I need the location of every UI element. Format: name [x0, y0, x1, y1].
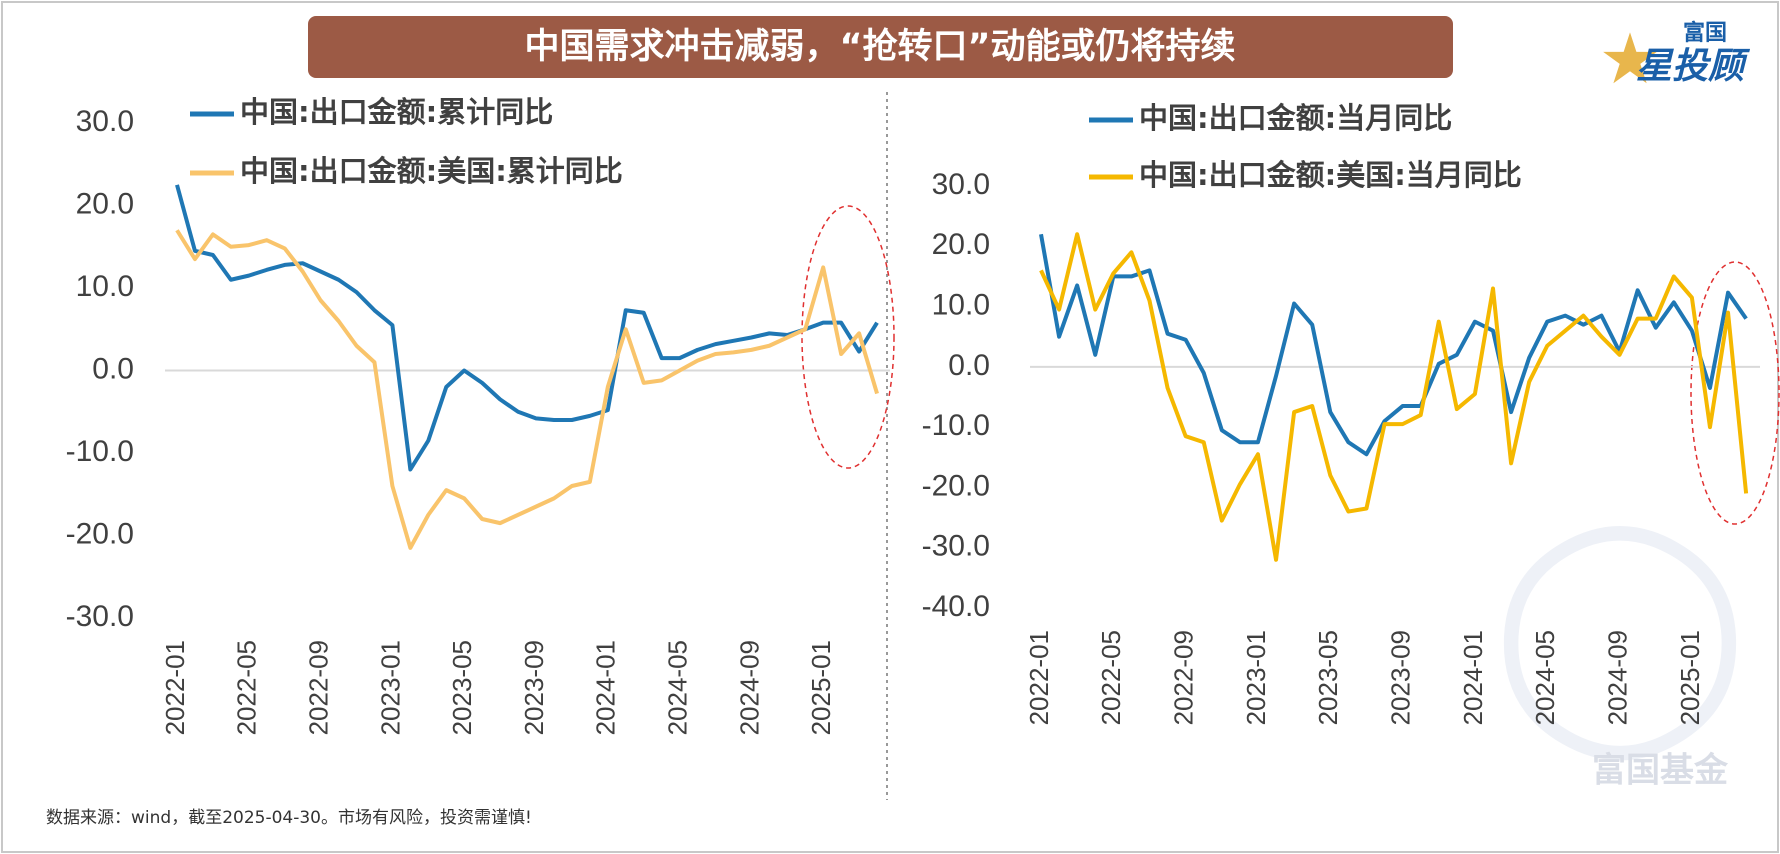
logo-top: 富国 — [1683, 20, 1727, 46]
y-tick-label: -30.0 — [922, 530, 990, 563]
logo-star: ★ — [1599, 18, 1662, 100]
legend-label: 中国:出口金额:累计同比 — [240, 95, 553, 129]
x-tick-label: 2022-01 — [160, 640, 190, 735]
x-tick-label: 2022-09 — [303, 640, 333, 735]
watermark-ring: ◯ — [1491, 491, 1748, 761]
y-tick-label: -20.0 — [66, 517, 134, 550]
x-tick-label: 2024-09 — [734, 640, 764, 735]
y-tick-label: -10.0 — [66, 435, 134, 468]
y-tick-label: 10.0 — [76, 270, 134, 303]
highlight-ellipse — [1690, 261, 1780, 525]
series-line — [175, 229, 879, 550]
footnote: 数据来源：wind，截至2025-04-30。市场有风险，投资需谨慎! — [46, 808, 532, 828]
y-tick-label: 30.0 — [76, 105, 134, 138]
x-tick-label: 2023-01 — [375, 640, 405, 735]
x-tick-label: 2022-09 — [1169, 630, 1199, 725]
y-tick-label: -30.0 — [66, 600, 134, 633]
y-tick-label: 0.0 — [92, 352, 134, 385]
y-tick-label: 20.0 — [932, 228, 990, 261]
y-tick-label: 30.0 — [932, 168, 990, 201]
y-tick-label: 20.0 — [76, 187, 134, 220]
legend-label: 中国:出口金额:当月同比 — [1139, 101, 1452, 135]
x-tick-label: 2023-05 — [447, 640, 477, 735]
highlight-ellipse — [801, 205, 895, 469]
y-tick-label: -40.0 — [922, 590, 990, 623]
series-line — [1039, 233, 1748, 457]
watermark: 富国基金 — [1592, 751, 1729, 791]
x-tick-label: 2023-01 — [1241, 630, 1271, 725]
y-tick-label: 10.0 — [932, 288, 990, 321]
y-tick-label: -20.0 — [922, 469, 990, 502]
x-tick-label: 2024-05 — [662, 640, 692, 735]
x-tick-label: 2024-05 — [1530, 630, 1560, 725]
x-tick-label: 2023-05 — [1313, 630, 1343, 725]
x-tick-label: 2023-09 — [519, 640, 549, 735]
x-tick-label: 2024-01 — [591, 640, 621, 735]
logo-main: 星投顾 — [1636, 46, 1751, 87]
y-tick-label: 0.0 — [948, 349, 990, 382]
x-tick-label: 2025-01 — [806, 640, 836, 735]
x-tick-label: 2022-05 — [232, 640, 262, 735]
x-tick-label: 2024-01 — [1458, 630, 1488, 725]
x-tick-label: 2022-01 — [1024, 630, 1054, 725]
title: 中国需求冲击减弱，“抢转口”动能或仍将持续 — [524, 26, 1235, 67]
legend-label: 中国:出口金额:美国:累计同比 — [240, 154, 623, 188]
title-banner — [308, 16, 1453, 78]
series-line — [1039, 232, 1749, 562]
series-line — [175, 184, 879, 472]
x-tick-label: 2024-09 — [1602, 630, 1632, 725]
y-tick-label: -10.0 — [922, 409, 990, 442]
legend-label: 中国:出口金额:美国:当月同比 — [1139, 158, 1522, 192]
x-tick-label: 2023-09 — [1385, 630, 1415, 725]
x-tick-label: 2022-05 — [1096, 630, 1126, 725]
x-tick-label: 2025-01 — [1675, 630, 1705, 725]
